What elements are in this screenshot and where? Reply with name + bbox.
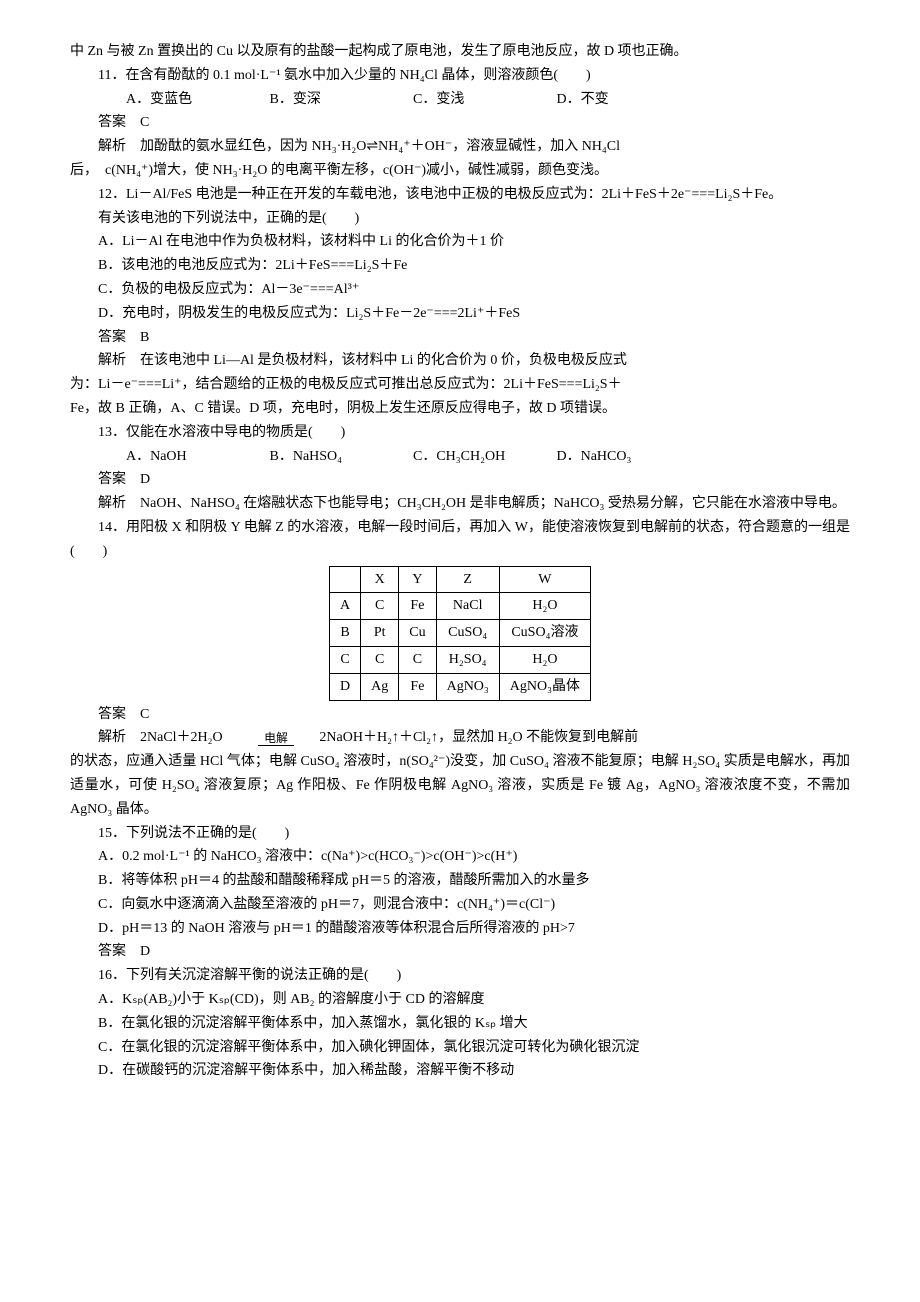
cell: CuSO₄溶液	[499, 620, 590, 647]
q13-opt-d: D．NaHCO₃	[529, 445, 632, 469]
q11-options: A．变蓝色 B．变深 C．变浅 D．不变	[70, 88, 850, 112]
cell: H₂SO₄	[436, 646, 499, 673]
q14-expl-a: 解析 2NaCl＋2H₂O 电解 2NaOH＋H₂↑＋Cl₂↑，显然加 H₂O …	[70, 726, 850, 750]
cell: CuSO₄	[436, 620, 499, 647]
cell: C	[361, 593, 399, 620]
th-x: X	[361, 566, 399, 593]
q15-opt-c: C．向氨水中逐滴滴入盐酸至溶液的 pH＝7，则混合液中：c(NH₄⁺)＝c(Cl…	[70, 893, 850, 917]
q11-opt-c: C．变浅	[385, 88, 525, 112]
q12-expl-a: 解析 在该电池中 Li—Al 是负极材料，该材料中 Li 的化合价为 0 价，负…	[70, 349, 850, 373]
cell: C	[399, 646, 436, 673]
q12-opt-a: A．Li－Al 在电池中作为负极材料，该材料中 Li 的化合价为＋1 价	[70, 230, 850, 254]
q11-stem: 11．在含有酚酞的 0.1 mol·L⁻¹ 氨水中加入少量的 NH₄Cl 晶体，…	[70, 64, 850, 88]
cell: C	[361, 646, 399, 673]
q15-opt-d: D．pH＝13 的 NaOH 溶液与 pH＝1 的醋酸溶液等体积混合后所得溶液的…	[70, 917, 850, 941]
q14-table: X Y Z W A C Fe NaCl H₂O B Pt Cu CuSO₄ Cu…	[329, 566, 591, 701]
q11-opt-b: B．变深	[242, 88, 382, 112]
q14-stem: 14．用阳极 X 和阴极 Y 电解 Z 的水溶液，电解一段时间后，再加入 W，能…	[70, 516, 850, 564]
table-header-row: X Y Z W	[329, 566, 590, 593]
elec-label: 电解	[258, 731, 294, 746]
q16-opt-a: A．Kₛₚ(AB₂)小于 Kₛₚ(CD)，则 AB₂ 的溶解度小于 CD 的溶解…	[70, 988, 850, 1012]
q12-opt-d: D．充电时，阴极发生的电极反应式为：Li₂S＋Fe－2e⁻===2Li⁺＋FeS	[70, 302, 850, 326]
q12-stem-a: 12．Li－Al/FeS 电池是一种正在开发的车载电池，该电池中正极的电极反应式…	[70, 183, 850, 207]
q13-opt-a: A．NaOH	[98, 445, 238, 469]
cell: Cu	[399, 620, 436, 647]
q14-expl-pre: 解析 2NaCl＋2H₂O	[98, 730, 223, 745]
q12-opt-c: C．负极的电极反应式为：Al－3e⁻===Al³⁺	[70, 278, 850, 302]
q12-answer: 答案 B	[70, 326, 850, 350]
cell: D	[329, 673, 360, 700]
q12-expl-b: 为：Li－e⁻===Li⁺，结合题给的正极的电极反应式可推出总反应式为：2Li＋…	[70, 373, 850, 397]
q13-answer: 答案 D	[70, 468, 850, 492]
q14-expl-post: 2NaOH＋H₂↑＋Cl₂↑，显然加 H₂O 不能恢复到电解前	[319, 730, 638, 745]
q15-opt-b: B．将等体积 pH＝4 的盐酸和醋酸稀释成 pH＝5 的溶液，醋酸所需加入的水量…	[70, 869, 850, 893]
electrolysis-arrow: 电解	[226, 732, 316, 745]
q16-stem: 16．下列有关沉淀溶解平衡的说法正确的是( )	[70, 964, 850, 988]
table-row: B Pt Cu CuSO₄ CuSO₄溶液	[329, 620, 590, 647]
cell: A	[329, 593, 360, 620]
q15-stem: 15．下列说法不正确的是( )	[70, 822, 850, 846]
q11-opt-d: D．不变	[529, 88, 609, 112]
cell: H₂O	[499, 593, 590, 620]
q15-opt-a: A．0.2 mol·L⁻¹ 的 NaHCO₃ 溶液中：c(Na⁺)>c(HCO₃…	[70, 845, 850, 869]
q14-expl-b: 的状态，应通入适量 HCl 气体；电解 CuSO₄ 溶液时，n(SO₄²⁻)没变…	[70, 750, 850, 821]
th-z: Z	[436, 566, 499, 593]
q11-answer: 答案 C	[70, 111, 850, 135]
table-row: A C Fe NaCl H₂O	[329, 593, 590, 620]
q16-opt-d: D．在碳酸钙的沉淀溶解平衡体系中，加入稀盐酸，溶解平衡不移动	[70, 1059, 850, 1083]
q12-stem-b: 有关该电池的下列说法中，正确的是( )	[70, 207, 850, 231]
cell: AgNO₃晶体	[499, 673, 590, 700]
cell: NaCl	[436, 593, 499, 620]
q15-answer: 答案 D	[70, 940, 850, 964]
cell: H₂O	[499, 646, 590, 673]
th-y: Y	[399, 566, 436, 593]
cell: Pt	[361, 620, 399, 647]
q16-opt-c: C．在氯化银的沉淀溶解平衡体系中，加入碘化钾固体，氯化银沉淀可转化为碘化银沉淀	[70, 1036, 850, 1060]
q16-opt-b: B．在氯化银的沉淀溶解平衡体系中，加入蒸馏水，氯化银的 Kₛₚ 增大	[70, 1012, 850, 1036]
table-row: D Ag Fe AgNO₃ AgNO₃晶体	[329, 673, 590, 700]
cell: C	[329, 646, 360, 673]
q12-opt-b: B．该电池的电池反应式为：2Li＋FeS===Li₂S＋Fe	[70, 254, 850, 278]
cell: Fe	[399, 593, 436, 620]
q12-expl-c: Fe，故 B 正确，A、C 错误。D 项，充电时，阴极上发生还原反应得电子，故 …	[70, 397, 850, 421]
table-row: C C C H₂SO₄ H₂O	[329, 646, 590, 673]
q11-expl-a: 解析 加酚酞的氨水显红色，因为 NH₃·H₂O⇌NH₄⁺＋OH⁻，溶液显碱性，加…	[70, 135, 850, 159]
q11-opt-a: A．变蓝色	[98, 88, 238, 112]
intro-text: 中 Zn 与被 Zn 置换出的 Cu 以及原有的盐酸一起构成了原电池，发生了原电…	[70, 40, 850, 64]
q13-opt-b: B．NaHSO₄	[242, 445, 382, 469]
cell: Fe	[399, 673, 436, 700]
th-blank	[329, 566, 360, 593]
q13-options: A．NaOH B．NaHSO₄ C．CH₃CH₂OH D．NaHCO₃	[70, 445, 850, 469]
th-w: W	[499, 566, 590, 593]
q13-stem: 13．仅能在水溶液中导电的物质是( )	[70, 421, 850, 445]
q14-answer: 答案 C	[70, 703, 850, 727]
q11-expl-b: 后， c(NH₄⁺)增大，使 NH₃·H₂O 的电离平衡左移，c(OH⁻)减小，…	[70, 159, 850, 183]
cell: AgNO₃	[436, 673, 499, 700]
q13-expl: 解析 NaOH、NaHSO₄ 在熔融状态下也能导电；CH₃CH₂OH 是非电解质…	[70, 492, 850, 516]
cell: B	[329, 620, 360, 647]
cell: Ag	[361, 673, 399, 700]
q13-opt-c: C．CH₃CH₂OH	[385, 445, 525, 469]
